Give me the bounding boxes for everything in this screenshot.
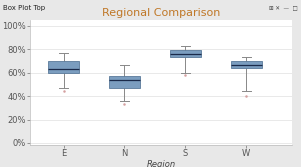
Bar xyxy=(109,76,140,88)
Text: ⊞ ✕  —  □: ⊞ ✕ — □ xyxy=(269,6,298,11)
Bar xyxy=(48,61,79,73)
Title: Regional Comparison: Regional Comparison xyxy=(102,8,220,18)
Bar xyxy=(170,50,201,57)
Text: Box Plot Top: Box Plot Top xyxy=(3,5,45,11)
Bar xyxy=(231,61,262,68)
X-axis label: Region: Region xyxy=(147,160,175,167)
